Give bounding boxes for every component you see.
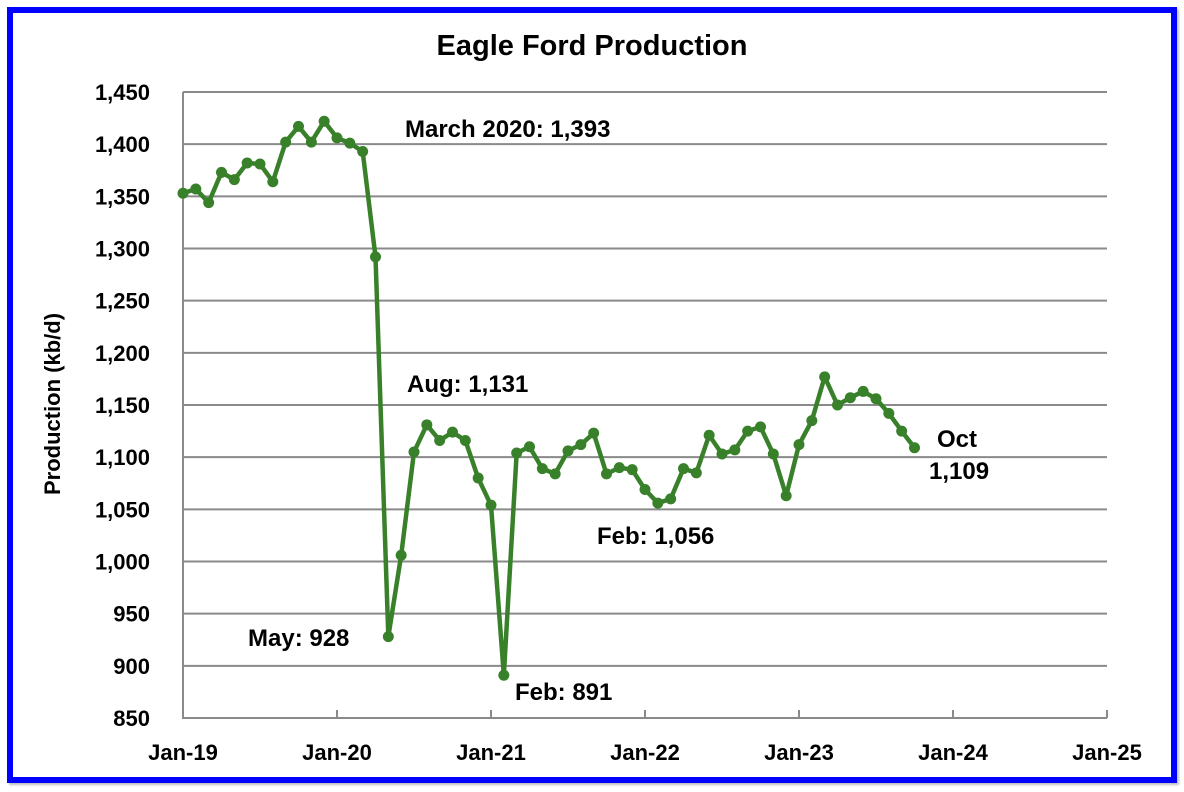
x-tick-label: Jan-22 (610, 740, 680, 765)
data-point-marker (318, 115, 330, 127)
data-point-marker (793, 439, 805, 451)
annotation-label: March 2020: 1,393 (405, 116, 610, 143)
x-tick-label: Jan-21 (456, 740, 526, 765)
data-point-marker (780, 490, 792, 502)
data-point-marker (447, 426, 458, 438)
data-series (177, 115, 920, 681)
data-point-marker (421, 419, 433, 431)
data-point-marker (511, 447, 523, 459)
data-point-marker (357, 145, 369, 157)
x-tick-label: Jan-25 (1072, 740, 1142, 765)
data-point-marker (344, 137, 356, 149)
annotation-label: Feb: 891 (515, 679, 612, 706)
x-tick-label: Jan-24 (918, 740, 988, 765)
data-point-marker (254, 158, 266, 170)
data-point-marker (280, 136, 292, 148)
data-point-marker (716, 448, 728, 460)
annotation-label: Oct (937, 426, 977, 453)
annotation-label: Aug: 1,131 (407, 371, 528, 398)
y-tick-label: 850 (113, 706, 150, 731)
y-axis-ticks: 850 900 950 1,000 1,050 1,100 1,150 1,200 1,250 1… (95, 80, 150, 731)
data-point-marker (216, 166, 227, 178)
data-point-marker (549, 468, 561, 480)
y-tick-label: 1,350 (95, 184, 150, 209)
data-point-marker (613, 462, 625, 474)
x-axis-ticks: Jan-19 Jan-20 Jan-21 Jan-22 Jan-23 Jan-24 Jan-… (148, 710, 1142, 765)
data-point-marker (267, 176, 279, 188)
data-point-marker (524, 441, 535, 453)
data-point-marker (909, 442, 920, 454)
y-tick-label: 1,200 (95, 341, 150, 366)
y-tick-label: 1,000 (95, 550, 150, 575)
data-point-marker (241, 157, 253, 169)
data-point-marker (408, 446, 420, 458)
data-point-marker (485, 499, 497, 511)
data-point-marker (703, 429, 715, 441)
data-point-marker (767, 448, 779, 460)
annotation-label: Feb: 1,056 (597, 523, 714, 550)
y-tick-label: 1,150 (95, 393, 150, 418)
data-point-marker (177, 187, 189, 199)
data-point-marker (575, 439, 587, 451)
data-point-marker (601, 468, 612, 480)
y-tick-label: 900 (113, 654, 150, 679)
data-point-marker (639, 484, 651, 496)
production-line (182, 118, 917, 678)
y-axis-label: Production (kb/d) (40, 313, 65, 495)
chart-frame (7, 7, 1177, 783)
data-point-marker (382, 631, 394, 643)
data-point-marker (228, 174, 240, 186)
data-point-marker (755, 421, 766, 433)
x-tick-label: Jan-19 (148, 740, 218, 765)
data-point-marker (293, 120, 304, 132)
data-point-marker (870, 393, 882, 405)
data-point-marker (742, 425, 754, 437)
data-point-marker (806, 415, 818, 427)
x-tick-label: Jan-23 (764, 740, 834, 765)
y-tick-label: 1,050 (95, 497, 150, 522)
data-point-marker (434, 434, 446, 446)
data-point-marker (729, 444, 741, 456)
annotation-label: 1,109 (929, 458, 989, 485)
chart-title: Eagle Ford Production (437, 30, 748, 62)
data-point-marker (857, 385, 869, 397)
data-point-marker (883, 407, 895, 419)
y-tick-label: 1,300 (95, 237, 150, 262)
data-point-marker (498, 669, 510, 681)
y-tick-label: 1,100 (95, 445, 150, 470)
data-point-marker (652, 497, 664, 509)
data-point-marker (665, 493, 677, 505)
x-tick-label: Jan-20 (302, 740, 372, 765)
data-point-marker (844, 392, 856, 404)
data-point-marker (190, 183, 202, 195)
data-point-marker (690, 467, 702, 479)
data-point-marker (819, 371, 831, 383)
y-tick-label: 1,400 (95, 132, 150, 157)
y-tick-label: 1,450 (95, 80, 150, 105)
annotation-label: May: 928 (248, 625, 349, 652)
y-tick-label: 950 (113, 602, 150, 627)
data-point-marker (678, 463, 689, 475)
data-point-marker (203, 197, 215, 209)
data-point-marker (626, 464, 638, 476)
y-tick-label: 1,250 (95, 289, 150, 314)
data-point-marker (832, 399, 843, 411)
annotations: March 2020: 1,393 Aug: 1,131 May: 928 Feb: … (248, 116, 989, 706)
data-point-marker (395, 549, 407, 561)
data-point-marker (305, 136, 317, 148)
data-point-marker (459, 434, 471, 446)
data-point-marker (331, 132, 343, 144)
data-point-marker (472, 472, 484, 484)
data-point-marker (370, 251, 381, 263)
data-point-marker (588, 427, 600, 439)
data-point-marker (536, 463, 548, 475)
data-point-marker (562, 445, 574, 457)
data-point-marker (896, 425, 908, 437)
